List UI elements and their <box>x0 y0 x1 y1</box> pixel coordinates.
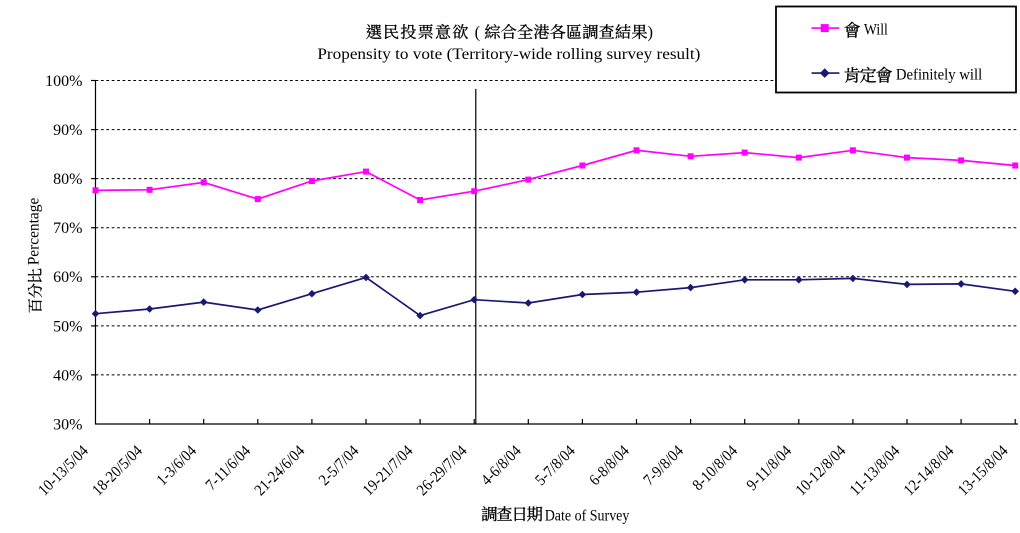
svg-text:40%: 40% <box>53 367 82 384</box>
svg-text:Propensity to vote (Territory-: Propensity to vote (Territory-wide rolli… <box>317 46 700 63</box>
svg-text:50%: 50% <box>53 318 82 335</box>
svg-text:80%: 80% <box>53 171 82 188</box>
svg-text:Will: Will <box>864 21 888 38</box>
svg-text:Percentage: Percentage <box>25 198 42 266</box>
svg-text:60%: 60% <box>53 269 82 286</box>
svg-text:(: ( <box>475 23 481 42</box>
svg-text:30%: 30% <box>53 416 82 433</box>
svg-text:100%: 100% <box>45 73 82 90</box>
svg-text:90%: 90% <box>53 122 82 139</box>
svg-text:): ) <box>648 23 654 42</box>
svg-text:Date of Survey: Date of Survey <box>545 507 630 524</box>
svg-text:70%: 70% <box>53 220 82 237</box>
svg-text:Definitely will: Definitely will <box>896 66 983 83</box>
